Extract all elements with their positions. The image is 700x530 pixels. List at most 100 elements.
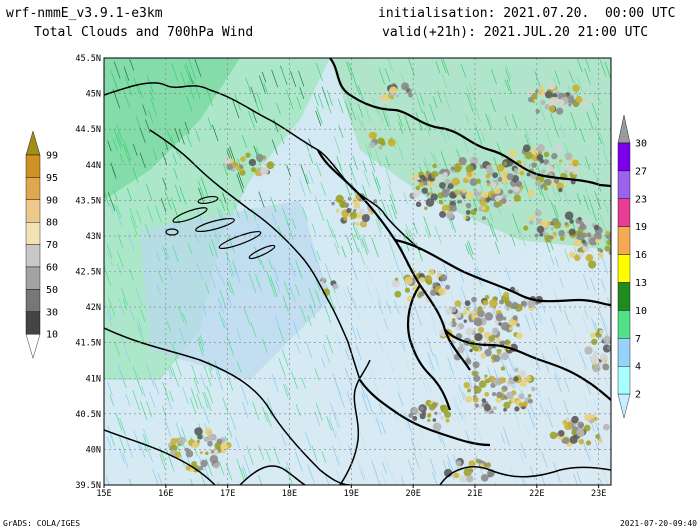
wind-streak (215, 264, 221, 279)
wind-streak (466, 93, 474, 113)
wind-streak (191, 390, 199, 409)
cloud-cell (422, 411, 427, 416)
wind-streak (398, 121, 404, 135)
wind-streak (109, 203, 114, 214)
cloud-cell (248, 158, 257, 167)
wind-streak (199, 334, 205, 347)
wind-streak (534, 437, 542, 456)
wind-streak (322, 344, 331, 364)
cloud-cell (427, 181, 431, 185)
cloud-cell (347, 197, 351, 201)
wind-streak (448, 366, 454, 381)
lat-label: 41N (86, 374, 101, 384)
wind-streak (290, 70, 297, 87)
wind-streak (174, 357, 182, 377)
wind-streak (145, 362, 151, 376)
cloud-cell (484, 391, 490, 397)
wind-streak (149, 391, 156, 408)
wind-streak (387, 58, 394, 72)
wind-streak (576, 193, 582, 205)
wind-streak (529, 465, 536, 481)
wind-streak (275, 316, 280, 327)
wind-streak (149, 375, 155, 388)
cloud-cell (477, 188, 481, 192)
wind-streak (573, 336, 581, 358)
wind-streak (310, 245, 318, 264)
wind-streak (361, 466, 368, 483)
wind-streak (584, 156, 591, 170)
wind-streak (210, 238, 219, 259)
lon-label: 21E (467, 489, 482, 499)
wind-streak (415, 242, 423, 262)
wind-legend-label: 4 (635, 362, 641, 373)
wind-streak (594, 190, 602, 210)
wind-streak (121, 289, 128, 306)
cloud-cell (408, 92, 413, 98)
wind-streak (117, 234, 124, 249)
product-title: Total Clouds and 700hPa Wind (34, 25, 254, 40)
wind-streak (386, 204, 395, 225)
wind-streak (436, 90, 442, 104)
wind-streak (440, 127, 448, 144)
cloud-cell (404, 287, 411, 293)
wind-streak (316, 106, 323, 124)
wind-streak (531, 415, 538, 431)
wind-streak (226, 335, 235, 356)
wind-streak (129, 59, 135, 71)
wind-streak (271, 373, 279, 392)
wind-streak (346, 286, 353, 303)
cloud-cell (466, 475, 474, 483)
wind-streak (258, 191, 265, 208)
wind-streak (390, 204, 397, 220)
wind-streak (179, 328, 186, 345)
cloud-cell (603, 423, 610, 431)
wind-legend-label: 23 (635, 194, 647, 205)
wind-streak (564, 248, 570, 263)
wind-streak (208, 244, 214, 257)
wind-streak (295, 284, 300, 297)
wind-streak (423, 111, 431, 131)
wind-streak (206, 89, 214, 107)
wind-streak (168, 368, 173, 380)
cloud-cell (500, 340, 505, 345)
cloud-cell (557, 99, 565, 106)
lat-label: 40N (86, 445, 101, 455)
wind-streak (485, 113, 492, 130)
wind-streak (273, 446, 280, 465)
wind-streak (594, 439, 600, 452)
wind-streak (148, 110, 154, 123)
wind-streak (171, 367, 180, 387)
wind-streak (345, 476, 350, 485)
cloud-cell (490, 410, 494, 414)
wind-streak (342, 286, 348, 298)
wind-legend-label: 30 (635, 139, 647, 150)
cloud-cell (549, 235, 554, 240)
cloud-cell (571, 159, 579, 167)
wind-streak (414, 306, 422, 326)
cloud-cell (521, 300, 528, 307)
wind-streak (166, 265, 173, 280)
wind-streak (142, 104, 147, 116)
wind-streak (190, 478, 193, 485)
cloud-cell (584, 346, 593, 355)
cloud-cell (486, 167, 494, 175)
wind-streak (230, 415, 237, 431)
wind-streak (556, 188, 562, 201)
cloud-cell (431, 185, 436, 190)
wind-speed-legend: 2 4 7 10 13 16 19 23 27 30 (617, 114, 647, 419)
cloud-cell (503, 291, 510, 298)
wind-streak (137, 318, 143, 333)
wind-streak (258, 445, 265, 460)
cloud-cell (463, 319, 467, 323)
wind-streak (308, 287, 316, 307)
cloud-cell (569, 159, 574, 164)
wind-streak (474, 104, 481, 123)
cloud-cell (593, 350, 599, 356)
wind-streak (299, 179, 306, 197)
wind-streak (132, 167, 139, 184)
cloud-cell (529, 215, 533, 219)
cloud-cell (346, 208, 352, 214)
wind-streak (225, 289, 232, 306)
cloud-cell (389, 86, 398, 95)
